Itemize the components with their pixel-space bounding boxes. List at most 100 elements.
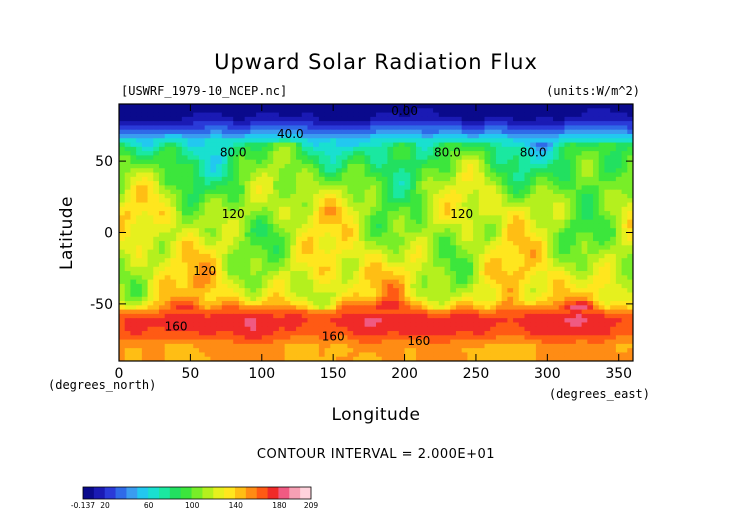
- heatmap-cell: [398, 176, 406, 182]
- heatmap-cell: [324, 185, 331, 191]
- heatmap-cell: [513, 189, 520, 195]
- heatmap-cell: [604, 266, 611, 272]
- heatmap-cell: [153, 335, 160, 341]
- heatmap-cell: [507, 326, 514, 332]
- heatmap-cell: [564, 133, 571, 139]
- heatmap-cell: [587, 168, 594, 174]
- heatmap-cell: [484, 181, 491, 186]
- heatmap-cell: [261, 129, 269, 135]
- heatmap-cell: [421, 189, 428, 195]
- heatmap-cell: [478, 193, 486, 199]
- heatmap-cell: [153, 245, 160, 251]
- heatmap-cell: [587, 215, 594, 221]
- heatmap-cell: [398, 104, 406, 109]
- heatmap-cell: [501, 223, 508, 229]
- heatmap-cell: [524, 266, 531, 272]
- heatmap-cell: [130, 198, 137, 204]
- heatmap-cell: [604, 193, 611, 199]
- heatmap-cell: [273, 228, 280, 234]
- heatmap-cell: [244, 108, 251, 114]
- heatmap-cell: [124, 142, 132, 148]
- heatmap-cell: [290, 155, 297, 161]
- heatmap-cell: [216, 241, 223, 246]
- heatmap-cell: [387, 318, 394, 324]
- heatmap-cell: [318, 326, 326, 332]
- heatmap-cell: [581, 112, 588, 118]
- heatmap-cell: [438, 296, 446, 302]
- heatmap-cell: [387, 211, 394, 216]
- heatmap-cell: [358, 172, 366, 178]
- heatmap-cell: [267, 142, 274, 148]
- heatmap-cell: [398, 159, 406, 165]
- heatmap-cell: [410, 142, 417, 148]
- heatmap-cell: [210, 189, 217, 195]
- heatmap-cell: [553, 129, 560, 135]
- heatmap-cell: [364, 219, 371, 225]
- heatmap-cell: [318, 104, 326, 109]
- heatmap-cell: [570, 296, 577, 302]
- heatmap-cell: [581, 271, 588, 276]
- heatmap-cell: [353, 198, 360, 204]
- heatmap-cell: [324, 155, 331, 161]
- heatmap-cell: [187, 125, 194, 131]
- heatmap-cell: [278, 249, 286, 255]
- heatmap-cell: [141, 318, 149, 324]
- heatmap-cell: [210, 296, 217, 302]
- heatmap-cell: [141, 253, 149, 259]
- heatmap-cell: [244, 279, 251, 285]
- heatmap-cell: [484, 258, 491, 264]
- heatmap-cell: [341, 283, 349, 289]
- heatmap-cell: [353, 335, 360, 341]
- heatmap-cell: [358, 258, 366, 264]
- heatmap-cell: [301, 305, 309, 311]
- heatmap-cell: [278, 228, 286, 234]
- heatmap-cell: [341, 271, 349, 276]
- heatmap-cell: [164, 116, 171, 122]
- heatmap-cell: [244, 112, 251, 118]
- heatmap-cell: [473, 305, 480, 311]
- heatmap-cell: [621, 172, 628, 178]
- heatmap-cell: [307, 279, 314, 285]
- heatmap-cell: [193, 202, 200, 208]
- heatmap-cell: [244, 116, 251, 122]
- heatmap-cell: [421, 309, 428, 315]
- heatmap-cell: [336, 219, 343, 225]
- heatmap-cell: [181, 335, 189, 341]
- heatmap-cell: [164, 266, 171, 272]
- heatmap-cell: [376, 309, 383, 315]
- heatmap-cell: [621, 189, 628, 195]
- heatmap-cell: [467, 288, 474, 294]
- heatmap-cell: [455, 198, 463, 204]
- heatmap-cell: [233, 301, 240, 306]
- heatmap-cell: [598, 279, 606, 285]
- heatmap-cell: [410, 241, 417, 246]
- heatmap-cell: [153, 116, 160, 122]
- heatmap-cell: [170, 133, 177, 139]
- heatmap-cell: [387, 112, 394, 118]
- heatmap-cell: [587, 121, 594, 127]
- heatmap-cell: [570, 189, 577, 195]
- heatmap-cell: [261, 318, 269, 324]
- heatmap-cell: [273, 223, 280, 229]
- heatmap-cell: [284, 318, 291, 324]
- heatmap-cell: [427, 189, 434, 195]
- heatmap-cell: [570, 331, 577, 336]
- heatmap-cell: [164, 318, 171, 324]
- heatmap-cell: [301, 151, 309, 156]
- heatmap-cell: [467, 206, 474, 212]
- heatmap-cell: [158, 279, 166, 285]
- heatmap-cell: [261, 198, 269, 204]
- heatmap-cell: [467, 245, 474, 251]
- heatmap-cell: [307, 275, 314, 281]
- heatmap-cell: [261, 275, 269, 281]
- heatmap-cell: [433, 296, 440, 302]
- heatmap-cell: [330, 258, 337, 264]
- heatmap-cell: [393, 116, 400, 122]
- heatmap-cell: [187, 206, 194, 212]
- heatmap-cell: [261, 331, 269, 336]
- heatmap-cell: [141, 296, 149, 302]
- heatmap-cell: [444, 176, 451, 182]
- heatmap-cell: [261, 112, 269, 118]
- heatmap-cell: [296, 309, 303, 315]
- heatmap-cell: [598, 121, 606, 127]
